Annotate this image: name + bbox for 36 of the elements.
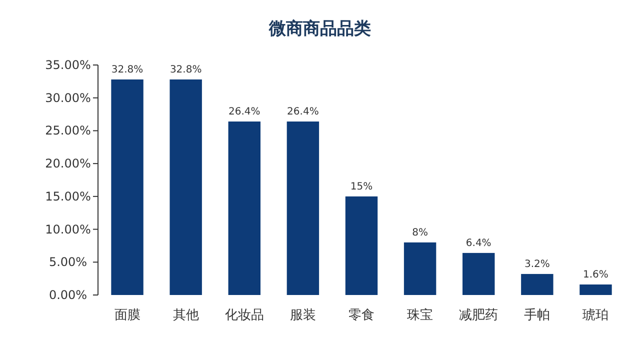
data-label: 6.4% xyxy=(466,238,492,249)
bar xyxy=(404,242,436,295)
x-tick-label: 珠宝 xyxy=(407,307,434,323)
x-tick-label: 化妆品 xyxy=(224,308,264,323)
data-label: 32.8% xyxy=(111,64,144,76)
data-label: 26.4% xyxy=(228,106,260,118)
x-tick-label: 手帕 xyxy=(524,308,550,323)
data-label: 26.4% xyxy=(287,106,319,118)
bar xyxy=(228,122,260,295)
chart-title: 微商商品品类 xyxy=(268,19,371,39)
x-tick-label: 面膜 xyxy=(114,308,140,323)
bar xyxy=(170,79,202,295)
x-tick-label: 服装 xyxy=(290,308,316,323)
bar xyxy=(286,122,320,295)
bar xyxy=(111,79,144,295)
y-tick-label: 30.00% xyxy=(45,90,91,105)
y-tick-label: 10.00% xyxy=(45,222,91,236)
y-tick-label: 25.00% xyxy=(45,124,91,138)
bar xyxy=(580,284,612,295)
bar xyxy=(462,252,495,295)
y-tick-label: 35.00% xyxy=(45,58,91,72)
y-tick-label: 20.00% xyxy=(45,156,91,171)
data-label: 3.2% xyxy=(524,258,550,270)
data-label: 15% xyxy=(350,181,373,192)
x-tick-label: 减肥药 xyxy=(459,308,498,323)
x-tick-label: 其他 xyxy=(172,308,199,323)
data-label: 32.8% xyxy=(170,64,202,76)
y-tick-label: 15.00% xyxy=(45,189,91,204)
bar xyxy=(521,274,554,295)
y-tick-label: 0.00% xyxy=(48,288,88,302)
data-label: 8% xyxy=(412,227,428,238)
x-tick-label: 琥珀 xyxy=(582,308,609,323)
data-label: 1.6% xyxy=(583,269,608,280)
y-tick-label: 5.00% xyxy=(48,255,88,270)
bar xyxy=(345,196,378,295)
x-tick-label: 零食 xyxy=(348,308,374,323)
